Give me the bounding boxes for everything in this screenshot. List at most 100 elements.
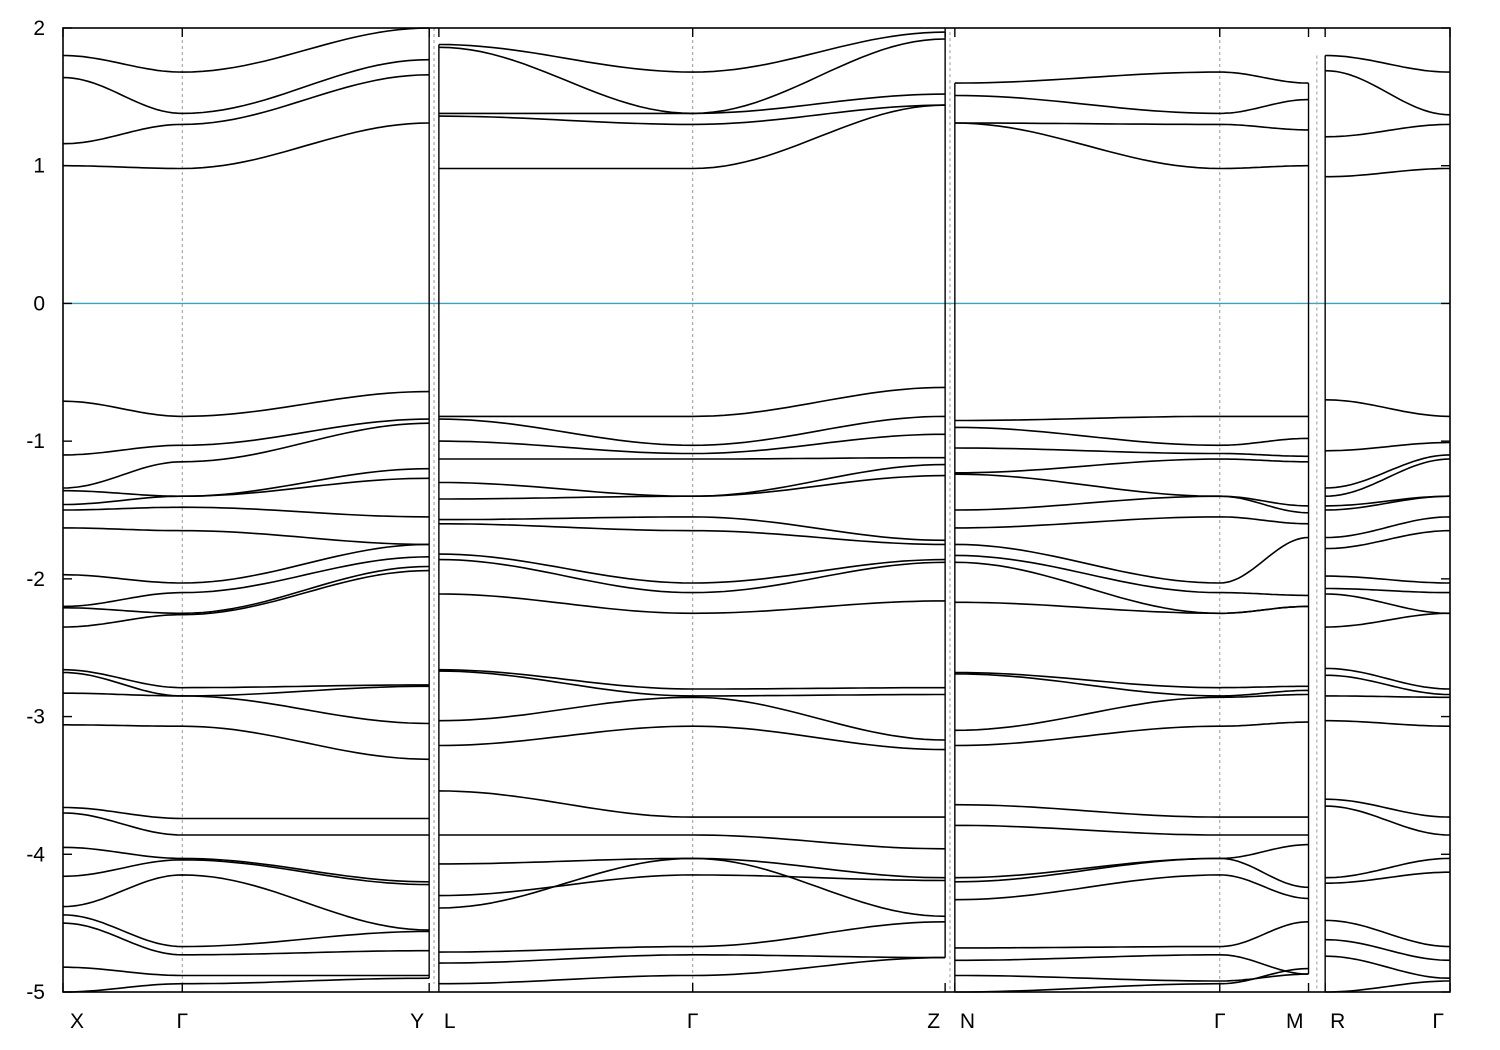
band-3-19 bbox=[1325, 719, 1450, 727]
band-3-27 bbox=[1325, 980, 1450, 993]
band-0-25 bbox=[62, 922, 430, 956]
band-3-13 bbox=[1325, 587, 1450, 594]
xtick-label-1: Γ bbox=[176, 1010, 188, 1033]
band-2-26 bbox=[954, 973, 1309, 982]
band-0-24 bbox=[62, 914, 430, 948]
band-0-23 bbox=[62, 874, 430, 931]
band-2-23 bbox=[954, 874, 1309, 901]
band-3-17 bbox=[1325, 674, 1450, 696]
band-0-22 bbox=[62, 859, 430, 886]
band-1-17 bbox=[438, 670, 946, 697]
band-1-21 bbox=[438, 834, 946, 850]
band-1-24 bbox=[438, 857, 946, 918]
band-2-3 bbox=[954, 122, 1309, 170]
band-3-24 bbox=[1325, 919, 1451, 948]
band-1-8 bbox=[438, 456, 946, 460]
xtick-label-6: N bbox=[960, 1010, 975, 1033]
band-1-14 bbox=[438, 558, 946, 594]
band-3-15 bbox=[1325, 612, 1450, 628]
band-0-13 bbox=[63, 565, 430, 615]
band-0-4 bbox=[62, 390, 430, 418]
band-1-20 bbox=[438, 790, 946, 818]
band-0-6 bbox=[62, 422, 430, 489]
ytick-label-3: -1 bbox=[26, 430, 45, 453]
band-3-6 bbox=[1325, 454, 1451, 489]
band-3-2 bbox=[1325, 123, 1451, 138]
band-3-26 bbox=[1325, 955, 1451, 979]
xtick-label-5: Z bbox=[927, 1010, 940, 1033]
band-2-10 bbox=[954, 516, 1309, 529]
band-2-24 bbox=[954, 921, 1309, 949]
band-3-11 bbox=[1325, 529, 1450, 550]
band-2-11 bbox=[954, 536, 1309, 584]
band-2-0 bbox=[954, 71, 1309, 84]
band-2-6 bbox=[954, 447, 1309, 458]
band-0-7 bbox=[63, 467, 430, 497]
xtick-label-3: L bbox=[444, 1010, 456, 1033]
band-0-21 bbox=[63, 846, 430, 883]
band-1-10 bbox=[438, 474, 946, 500]
band-0-1 bbox=[62, 58, 430, 115]
band-3-5 bbox=[1325, 441, 1451, 452]
band-1-27 bbox=[438, 956, 946, 985]
band-2-22 bbox=[954, 857, 1309, 889]
ytick-label-1: 1 bbox=[33, 155, 45, 178]
band-1-11 bbox=[438, 516, 946, 542]
xtick-label-2: Y bbox=[410, 1010, 424, 1033]
ytick-label-2: 0 bbox=[33, 292, 45, 315]
band-1-6 bbox=[438, 415, 946, 447]
band-0-20 bbox=[62, 812, 430, 836]
band-1-3 bbox=[438, 104, 946, 126]
break-layer bbox=[428, 28, 1326, 992]
band-3-22 bbox=[1325, 857, 1451, 879]
band-1-16 bbox=[438, 668, 946, 690]
xtick-label-0: X bbox=[70, 1010, 84, 1033]
band-3-21 bbox=[1325, 805, 1451, 836]
y-axis: 2 1 0 -1 -2 -3 -4 -5 bbox=[26, 17, 1450, 1004]
band-2-20 bbox=[954, 824, 1309, 836]
band-3-4 bbox=[1325, 399, 1451, 418]
band-2-9 bbox=[954, 495, 1309, 514]
xtick-label-8: M bbox=[1286, 1010, 1304, 1033]
band-0-17 bbox=[63, 692, 430, 725]
band-1-13 bbox=[438, 553, 946, 584]
ytick-label-7: -5 bbox=[26, 981, 45, 1004]
band-0-19 bbox=[63, 806, 430, 820]
band-2-13 bbox=[954, 561, 1309, 615]
band-2-5 bbox=[954, 426, 1309, 447]
band-0-3 bbox=[63, 122, 430, 170]
ytick-label-6: -4 bbox=[26, 843, 45, 866]
band-1-15 bbox=[438, 593, 946, 615]
band-2-7 bbox=[954, 458, 1309, 474]
ytick-label-4: -2 bbox=[26, 568, 45, 591]
xtick-label-4: Γ bbox=[687, 1010, 699, 1033]
band-3-10 bbox=[1325, 516, 1451, 539]
band-0-15 bbox=[62, 668, 430, 689]
band-3-3 bbox=[1325, 167, 1450, 178]
xtick-label-9: R bbox=[1330, 1010, 1345, 1033]
band-2-8 bbox=[954, 473, 1309, 507]
band-2-14 bbox=[954, 601, 1309, 615]
band-1-23 bbox=[438, 874, 946, 897]
band-3-1 bbox=[1325, 69, 1451, 116]
band-1-7 bbox=[438, 433, 946, 455]
band-0-8 bbox=[63, 477, 430, 506]
band-3-12 bbox=[1325, 575, 1450, 584]
band-2-4 bbox=[954, 415, 1309, 422]
band-0-11 bbox=[62, 543, 430, 584]
band-3-23 bbox=[1325, 871, 1450, 884]
band-0-0 bbox=[62, 27, 430, 73]
band-1-0 bbox=[438, 31, 946, 73]
band-0-2 bbox=[62, 74, 430, 145]
band-0-12 bbox=[62, 556, 430, 608]
band-1-5 bbox=[438, 386, 946, 418]
band-1-4 bbox=[438, 104, 946, 170]
band-1-26 bbox=[438, 954, 946, 964]
band-1-19 bbox=[438, 725, 946, 751]
band-2-2 bbox=[954, 122, 1309, 131]
band-0-9 bbox=[63, 506, 430, 518]
band-0-10 bbox=[63, 527, 430, 546]
band-2-16 bbox=[954, 673, 1309, 697]
